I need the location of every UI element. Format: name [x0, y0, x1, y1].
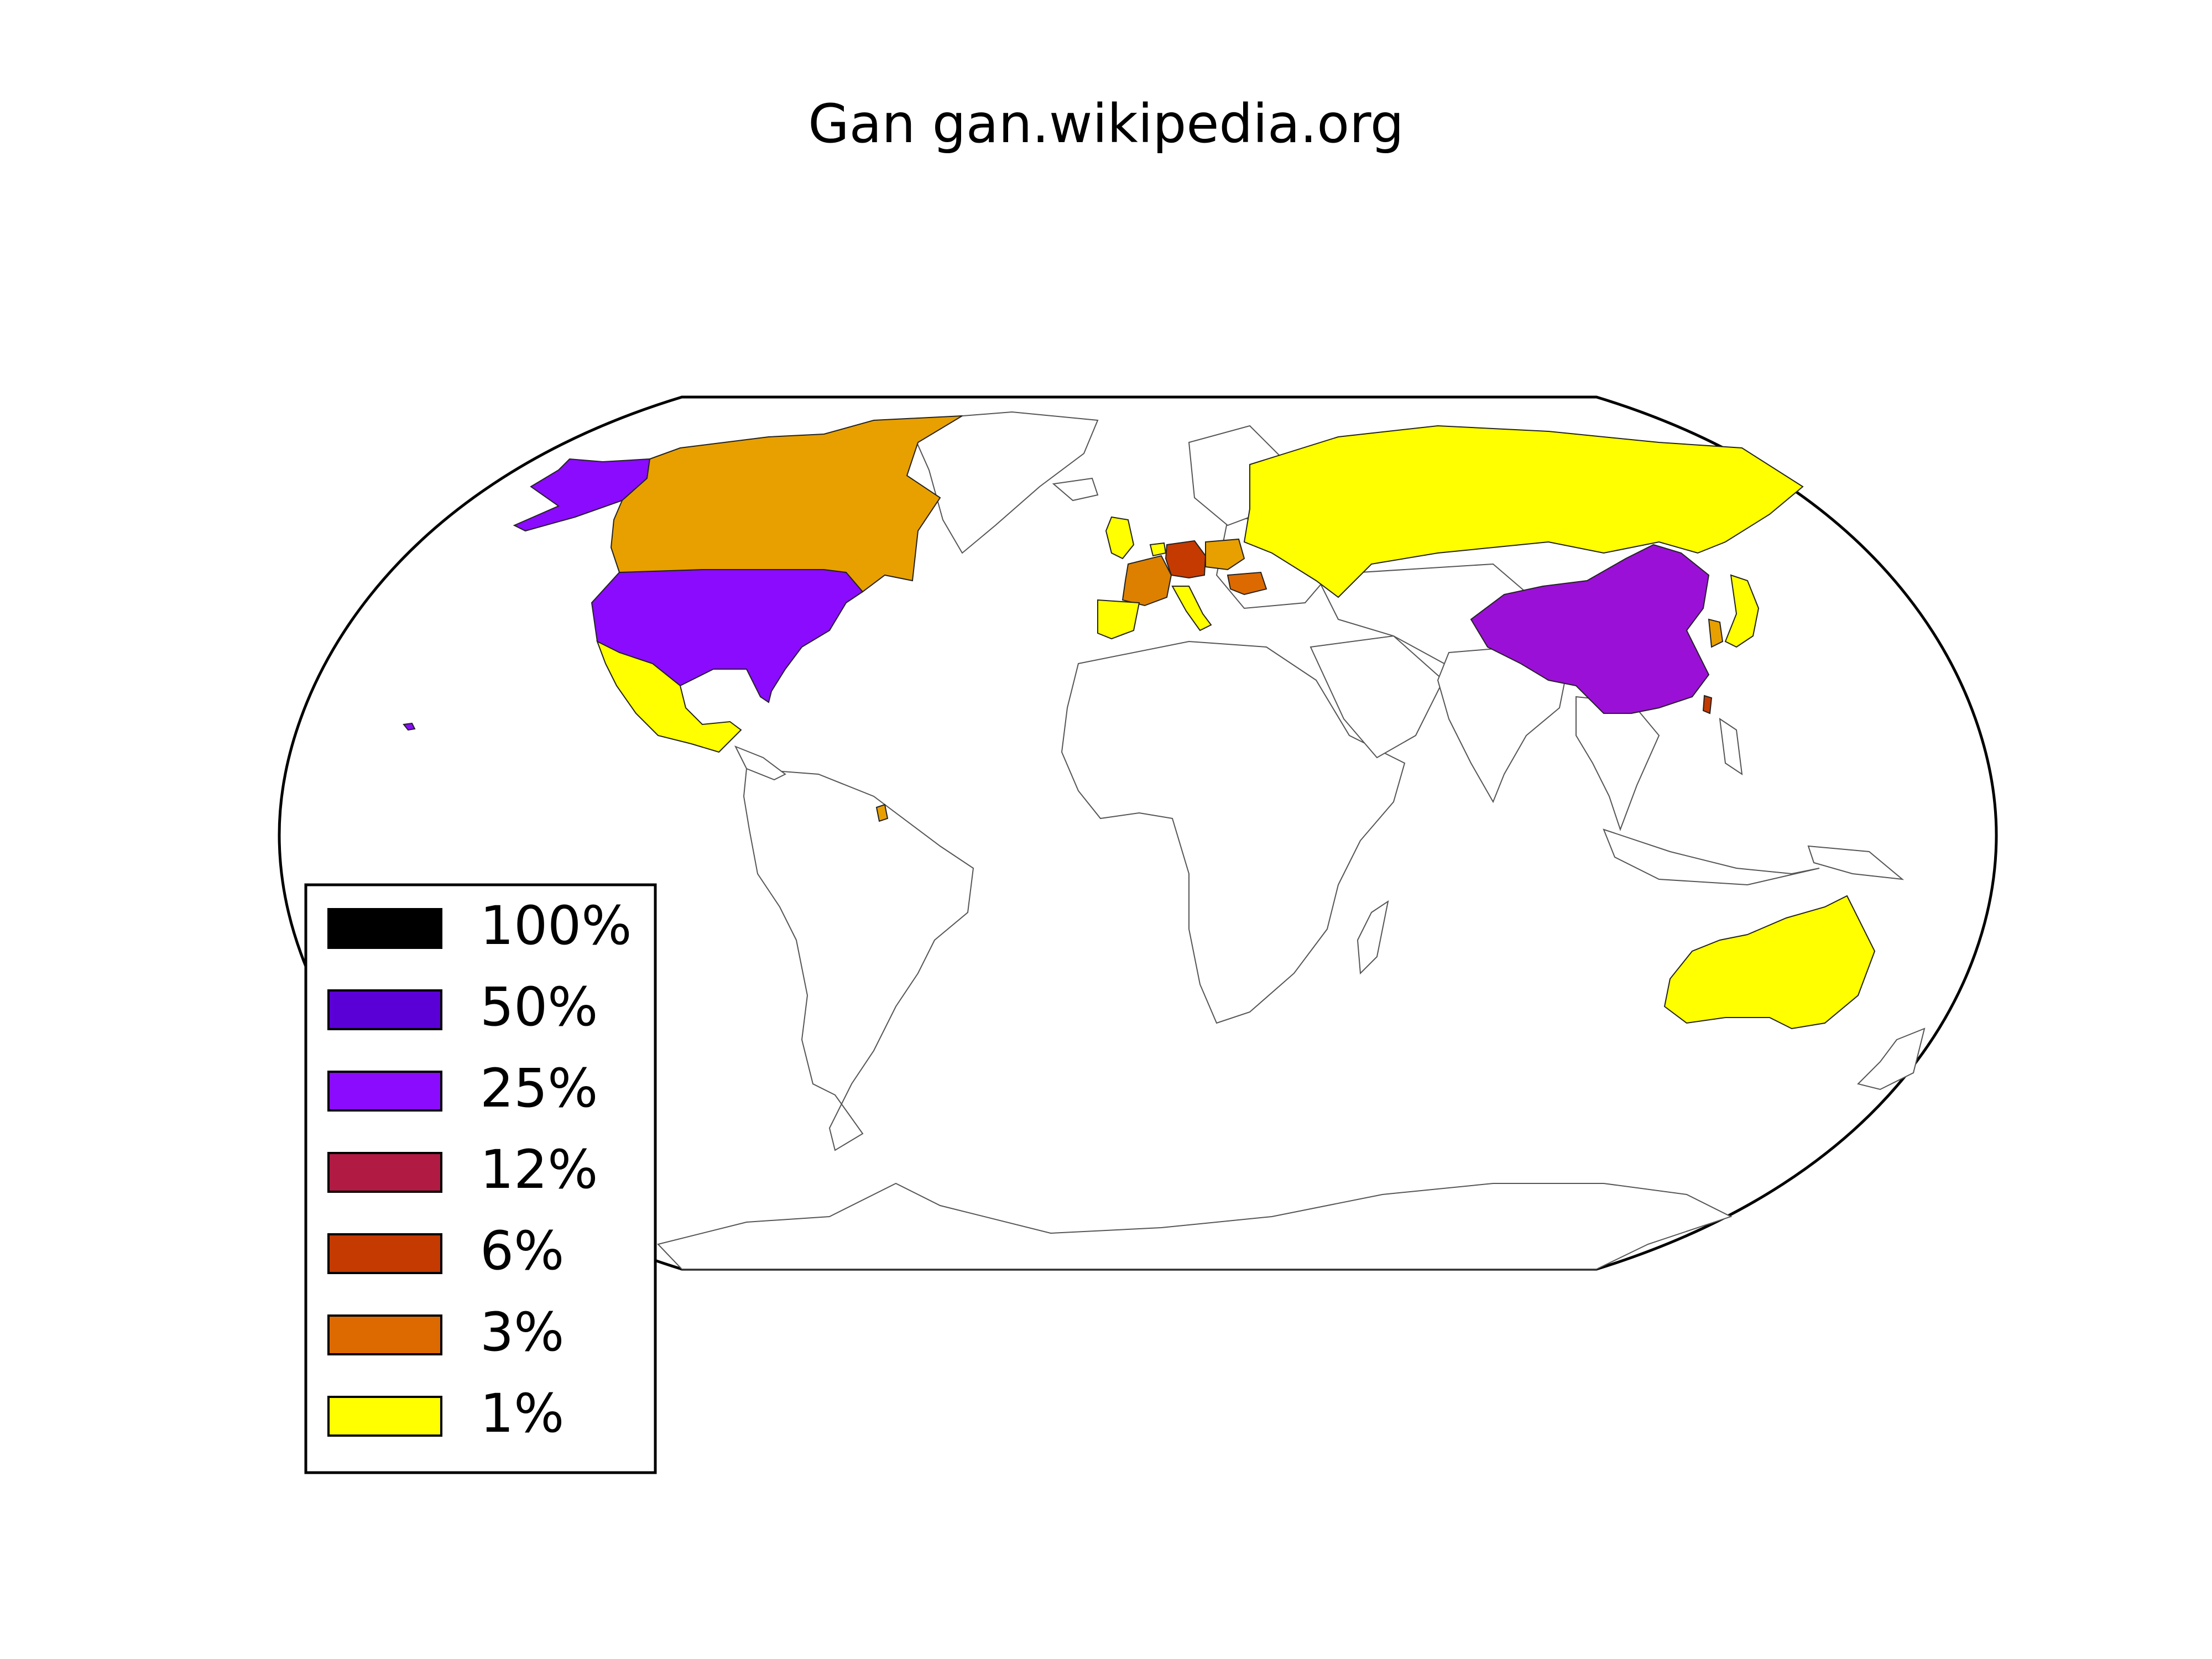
- new-guinea: [1807, 845, 1905, 880]
- legend-swatch: [327, 989, 442, 1030]
- region-hawaii: [403, 722, 416, 731]
- region-romania: [1227, 571, 1267, 596]
- legend-label: 12%: [480, 1139, 598, 1201]
- region-china: [1470, 544, 1710, 714]
- region-france: [1121, 555, 1172, 607]
- central-america: [734, 745, 786, 781]
- legend-label: 25%: [480, 1057, 598, 1119]
- south-america: [743, 768, 974, 1151]
- region-russia: [1243, 425, 1804, 598]
- philippines: [1719, 717, 1743, 776]
- new-zealand: [1857, 1027, 1926, 1091]
- region-canada: [610, 415, 963, 593]
- region-mexico: [596, 640, 742, 753]
- region-united-kingdom: [1105, 516, 1135, 560]
- legend-swatch: [327, 1233, 442, 1274]
- region-taiwan: [1702, 695, 1713, 714]
- iceland: [1052, 477, 1099, 502]
- legend-swatch: [327, 1152, 442, 1193]
- legend-swatch: [327, 1396, 442, 1437]
- legend-label: 100%: [480, 895, 632, 957]
- region-spain: [1097, 599, 1140, 640]
- map-title: Gan gan.wikipedia.org: [808, 93, 1404, 155]
- region-italy: [1171, 586, 1212, 632]
- region-south-korea: [1708, 618, 1724, 648]
- legend-swatch: [327, 1314, 442, 1355]
- legend-swatch: [327, 908, 442, 949]
- africa: [1061, 640, 1406, 1024]
- legend-label: 3%: [480, 1301, 564, 1363]
- region-japan: [1724, 574, 1760, 648]
- region-french-guiana: [875, 804, 889, 822]
- legend: 100% 50% 25% 12% 6% 3% 1%: [304, 883, 657, 1474]
- region-australia: [1663, 895, 1876, 1030]
- legend-label: 50%: [480, 976, 598, 1038]
- madagascar: [1357, 900, 1389, 975]
- region-netherlands: [1149, 542, 1167, 557]
- indonesia: [1603, 828, 1820, 886]
- legend-label: 1%: [480, 1383, 564, 1444]
- legend-swatch: [327, 1071, 442, 1112]
- southeast-asia: [1575, 696, 1660, 831]
- region-germany: [1165, 540, 1207, 579]
- legend-label: 6%: [480, 1220, 564, 1282]
- region-poland: [1205, 538, 1245, 571]
- antarctica: [657, 1182, 1733, 1270]
